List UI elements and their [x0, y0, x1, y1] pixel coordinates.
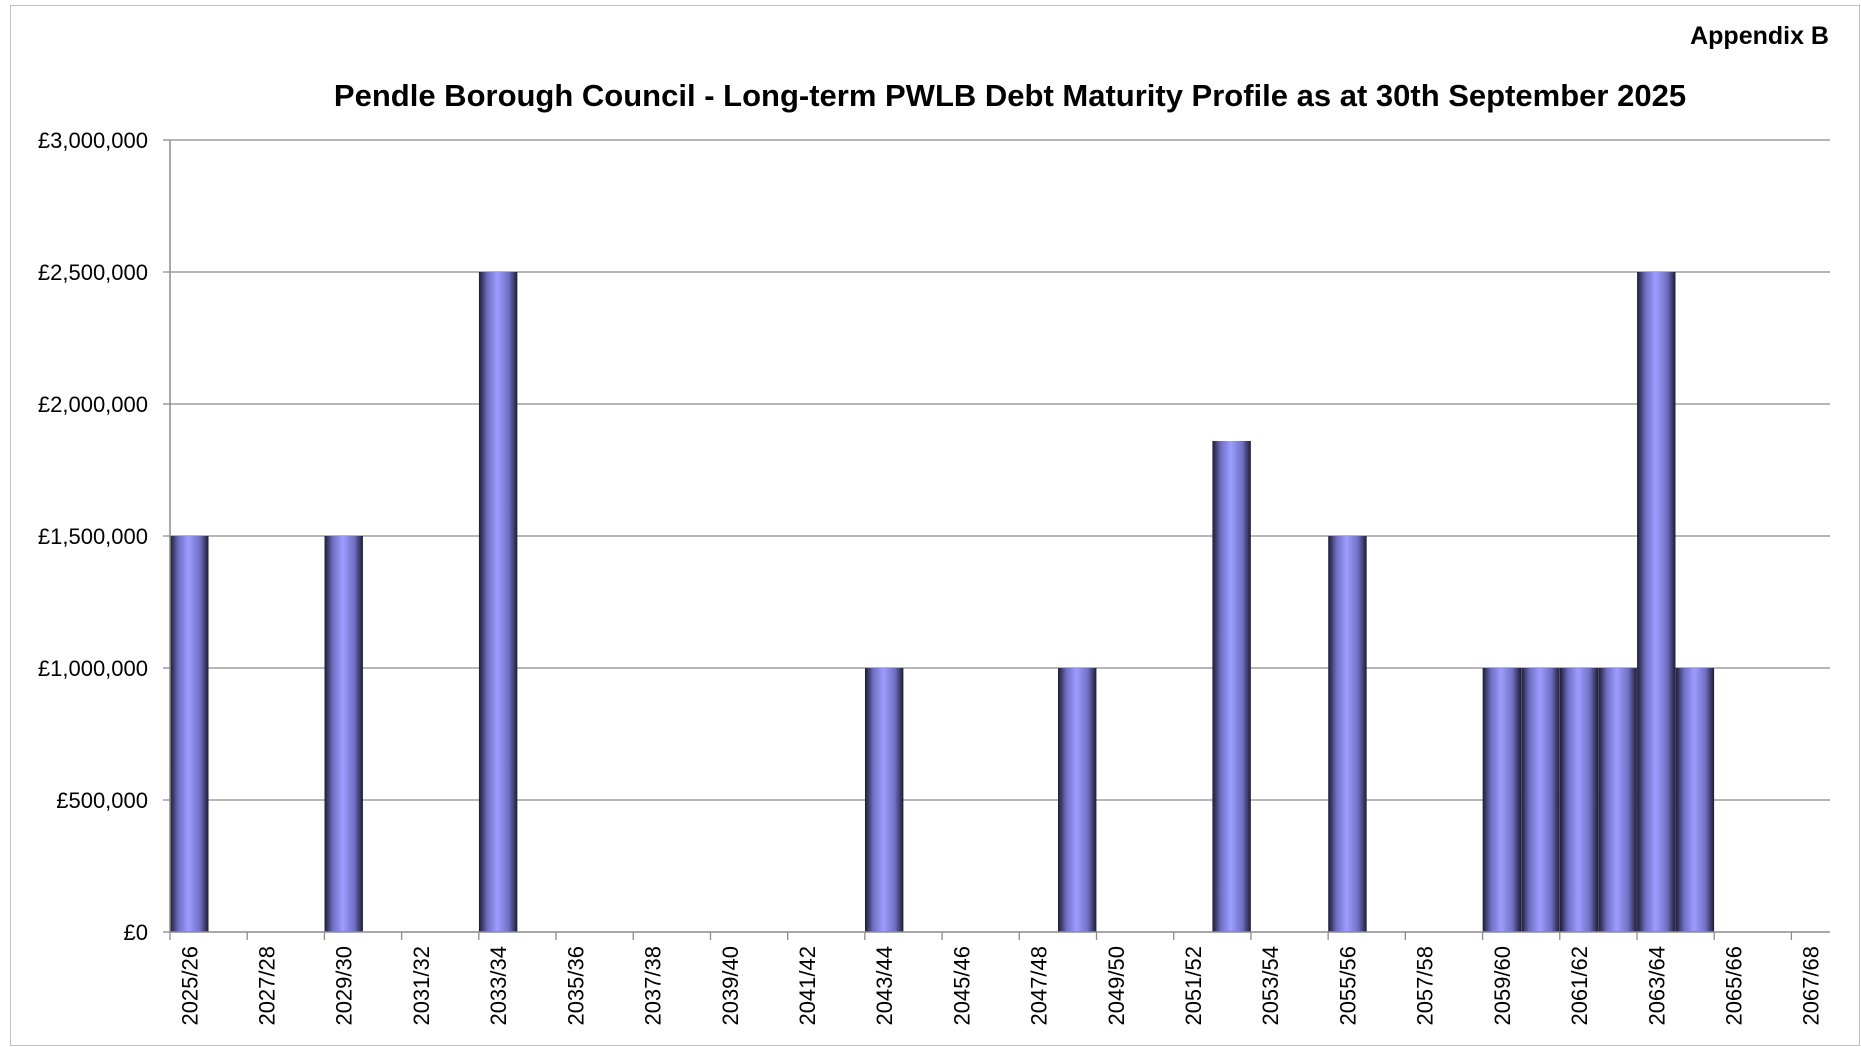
x-tick-label: 2057/58: [1413, 946, 1438, 1026]
appendix-label: Appendix B: [1690, 22, 1829, 50]
y-tick-label: £1,500,000: [38, 524, 148, 549]
bar-2059-60: [1482, 668, 1522, 932]
bar-2033-34: [478, 272, 518, 932]
x-tick-label: 2047/48: [1027, 946, 1052, 1026]
x-tick-label: 2065/66: [1721, 946, 1746, 1026]
x-tick-label: 2041/42: [795, 946, 820, 1026]
x-tick-label: 2063/64: [1644, 946, 1669, 1026]
x-tick-label: 2045/46: [949, 946, 974, 1026]
x-tick-label: 2025/26: [177, 946, 202, 1026]
bar-2043-44: [864, 668, 904, 932]
bar-2063-64: [1637, 272, 1676, 932]
y-tick-label: £0: [124, 920, 148, 945]
bar-2061-62: [1559, 668, 1599, 932]
bar-2029-30: [324, 536, 363, 932]
bar-2055-56: [1328, 536, 1367, 932]
x-tick-label: 2053/54: [1258, 946, 1283, 1026]
x-tick-label: 2055/56: [1335, 946, 1360, 1026]
bar-2048-49: [1058, 668, 1097, 932]
bar-2025-26: [170, 536, 209, 932]
x-tick-label: 2029/30: [332, 946, 357, 1026]
x-tick-label: 2043/44: [872, 946, 897, 1026]
y-tick-label: £2,000,000: [38, 392, 148, 417]
bar-2062-63: [1598, 668, 1637, 932]
chart-title: Pendle Borough Council - Long-term PWLB …: [333, 78, 1687, 113]
bar-2064-65: [1675, 668, 1715, 932]
x-tick-label: 2039/40: [718, 946, 743, 1026]
y-tick-label: £1,000,000: [38, 656, 148, 681]
bar-2060-61: [1521, 668, 1560, 932]
x-tick-label: 2051/52: [1181, 946, 1206, 1026]
x-tick-label: 2061/62: [1567, 946, 1592, 1026]
x-tick-label: 2049/50: [1104, 946, 1129, 1026]
y-tick-label: £3,000,000: [38, 128, 148, 153]
x-tick-label: 2059/60: [1490, 946, 1515, 1026]
y-tick-label: £500,000: [56, 788, 148, 813]
x-tick-label: 2067/68: [1799, 946, 1824, 1026]
x-tick-label: 2037/38: [641, 946, 666, 1026]
x-tick-label: 2027/28: [255, 946, 280, 1026]
x-tick-label: 2033/34: [486, 946, 511, 1026]
x-tick-label: 2031/32: [409, 946, 434, 1026]
y-tick-label: £2,500,000: [38, 260, 148, 285]
bar-2052-53: [1212, 440, 1251, 932]
x-tick-label: 2035/36: [563, 946, 588, 1026]
